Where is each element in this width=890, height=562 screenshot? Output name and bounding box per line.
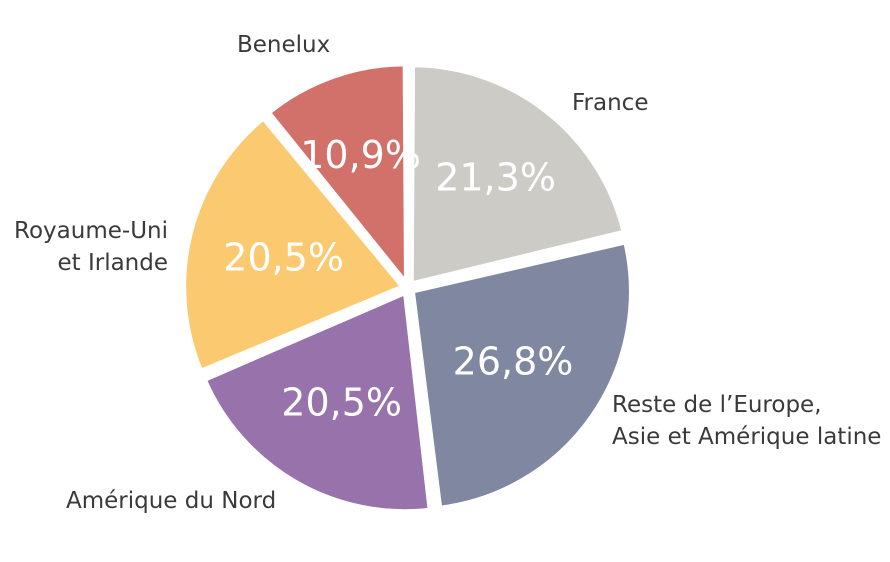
pie-slice: [202, 291, 432, 514]
slice-value-label: 20,5%: [281, 381, 402, 425]
pie-slice: [182, 116, 405, 373]
slice-category-label: Amérique du Nord: [66, 488, 276, 514]
slice-value-label: 21,3%: [435, 155, 556, 199]
slice-category-label-line: Amérique du Nord: [66, 488, 276, 514]
slice-category-label: Reste de l’Europe, Asie et Amérique latin…: [612, 392, 881, 450]
slice-category-label: Royaume-Uni et Irlande: [14, 218, 168, 276]
slice-category-label-line: France: [572, 90, 648, 116]
slice-value-label: 26,8%: [453, 339, 574, 383]
slice-category-label-line: Asie et Amérique latine: [612, 424, 881, 450]
slice-category-label-line: et Irlande: [57, 250, 168, 276]
pie-slice: [410, 240, 633, 510]
pie-slice: [409, 63, 626, 286]
slice-value-label: 10,9%: [300, 133, 421, 177]
pie-slice: [267, 62, 408, 285]
slice-category-label: France: [572, 90, 648, 116]
slice-category-label-line: Benelux: [237, 32, 330, 58]
slice-value-label: 20,5%: [223, 235, 344, 279]
slice-category-label-line: Reste de l’Europe,: [612, 392, 822, 418]
slice-category-label-line: Royaume-Uni: [14, 218, 168, 244]
slice-category-label: Benelux: [237, 32, 330, 58]
